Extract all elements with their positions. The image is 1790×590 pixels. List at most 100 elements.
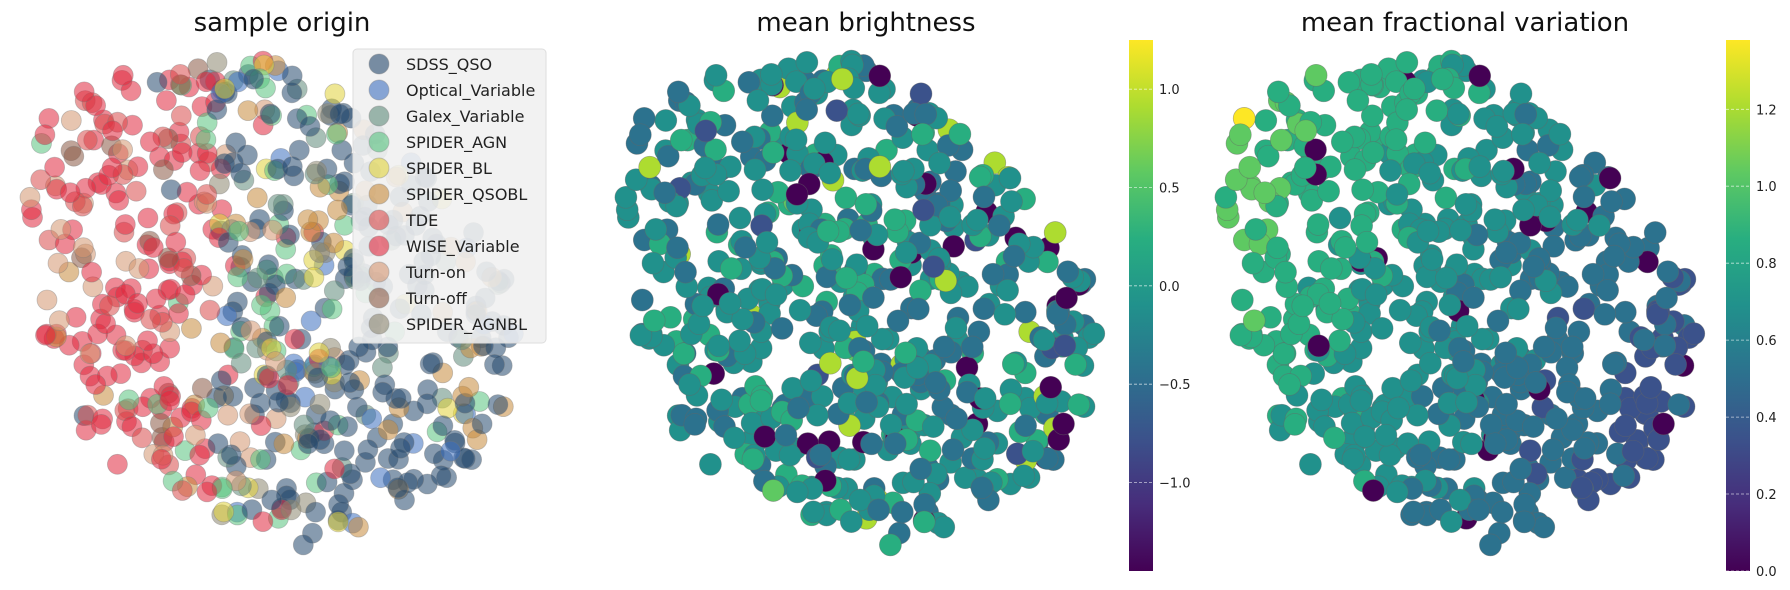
legend-label: SPIDER_AGNBL [406,315,527,335]
scatter-point [85,374,107,395]
scatter-point [998,166,1022,190]
scatter-point [1230,288,1254,312]
scatter-point [1328,329,1351,353]
scatter-point [47,252,69,274]
scatter-point [333,440,355,462]
scatter-point [416,393,438,415]
scatter-point [261,489,283,511]
scatter-point [1506,297,1530,321]
scatter-point [886,309,910,333]
colorbar-tick-label: −0.5 [1159,378,1191,393]
scatter-point [996,278,1019,302]
legend-marker [368,209,390,231]
legend-marker [368,79,390,101]
scatter-point [1428,319,1451,343]
scatter-point [170,105,192,127]
scatter-point [264,351,286,372]
scatter-point [323,280,345,302]
scatter-point [1454,192,1478,216]
scatter-points [19,50,524,556]
scatter-point [1439,510,1463,533]
scatter-point [1395,51,1419,74]
scatter-point [1253,181,1277,205]
scatter-point [1064,353,1087,376]
scatter-point [152,159,174,181]
scatter-point [114,214,136,235]
scatter-point [653,181,677,205]
scatter-point [1318,291,1342,315]
scatter-point [303,266,325,288]
scatter-point [1581,262,1605,286]
scatter-point [191,377,213,399]
scatter-point [1291,294,1315,318]
scatter-point [1639,375,1663,399]
scatter-point [644,218,668,241]
legend-label: SPIDER_BL [406,159,492,179]
scatter-point [1643,221,1667,244]
scatter-point [210,370,232,392]
scatter-point [76,129,98,151]
scatter-point [328,493,350,515]
scatter-point [240,320,262,342]
scatter-point [932,335,956,359]
scatter-point [150,448,172,470]
panel-title: mean brightness [756,8,975,38]
scatter-point [1272,342,1296,366]
scatter-point [1055,286,1078,310]
scatter-point [1539,179,1563,203]
scatter-point [795,51,819,74]
scatter-point [972,297,996,321]
scatter-point [707,334,731,358]
scatter-point [72,195,93,217]
colorbar: 0.0 0.2 0.4 0.6 0.8 1.0 1.2 [1726,40,1777,580]
scatter-point [1039,375,1063,399]
scatter-point [195,129,217,151]
scatter-point [1545,407,1568,431]
scatter-point [818,161,842,185]
scatter-point [102,120,123,142]
scatter-point [101,157,123,179]
scatter-point [710,388,733,412]
scatter-point [1512,198,1535,222]
scatter-point [1385,183,1409,206]
scatter-point [973,436,996,460]
scatter-point [268,315,290,337]
scatter-point [99,295,120,317]
scatter-point [1399,369,1423,393]
scatter-point [169,64,191,85]
scatter-point [1601,352,1625,376]
scatter-point [730,130,754,154]
scatter-point [1053,334,1077,358]
scatter-point [614,185,638,209]
scatter-point [1572,185,1596,209]
scatter-point [1596,278,1619,302]
legend-label: Optical_Variable [406,81,535,101]
scatter-point [1613,300,1637,324]
scatter-point [912,198,935,222]
colorbar-tick-label: 0.0 [1756,565,1777,580]
scatter-point [30,169,52,191]
scatter-point [889,265,913,289]
scatter-point [228,220,250,242]
scatter-point [1364,283,1388,306]
scatter-point [948,122,972,146]
scatter-point [918,439,942,463]
scatter-point [704,138,727,162]
scatter-point [85,95,106,116]
scatter-point [327,199,348,221]
scatter-point [839,510,863,533]
scatter-point [73,81,95,103]
scatter-point [1593,302,1617,326]
scatter-point [308,342,330,364]
scatter-point [250,449,271,470]
legend-marker [368,131,390,153]
scatter-point [970,476,994,500]
scatter-point [895,392,918,416]
scatter-point [1492,159,1515,183]
scatter-point [1452,350,1475,373]
scatter-point [628,123,652,147]
scatter-point [718,291,742,315]
scatter-point [1012,464,1036,488]
scatter-point [1528,151,1551,175]
scatter-point [666,236,689,260]
